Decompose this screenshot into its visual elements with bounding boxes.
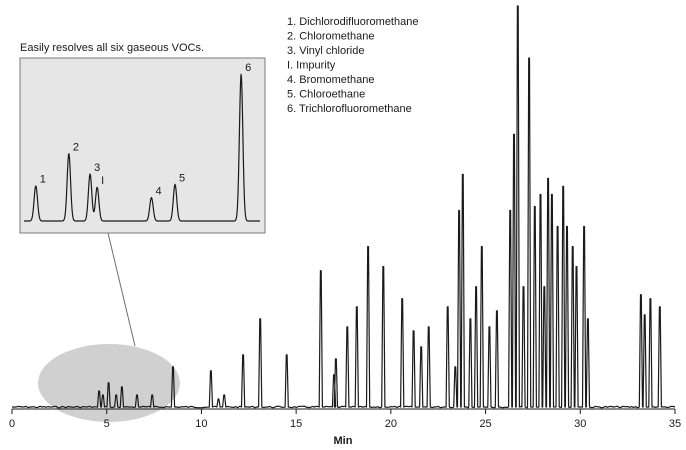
x-axis-ticks: 0 5 10 15 20 25 30 35 [9, 409, 681, 430]
inset-panel: 1 2 3I 4 5 6 [19, 57, 266, 234]
inset-peak-label: 6 [245, 62, 251, 74]
x-axis-title: Min [334, 435, 353, 447]
inset-frame [19, 57, 266, 234]
inset-chromatogram-trace [23, 73, 261, 222]
legend-entry: I. Impurity [287, 60, 336, 72]
x-tick-label: 10 [195, 418, 207, 430]
x-tick-label: 0 [9, 418, 15, 430]
x-tick-label: 5 [104, 418, 110, 430]
legend-entry: 1. Dichlorodifluoromethane [287, 16, 418, 28]
legend-entry: 3. Vinyl chloride [287, 45, 364, 57]
x-tick-label: 35 [669, 418, 681, 430]
x-tick-label: 15 [290, 418, 302, 430]
inset-peak-label: 4 [155, 185, 161, 197]
inset-peak-label: 2 [73, 141, 79, 153]
inset-connector-line [107, 232, 136, 347]
main-chromatogram-trace [12, 5, 676, 409]
x-tick-label: 30 [574, 418, 586, 430]
legend-entry: 6. Trichlorofluoromethane [287, 103, 412, 115]
x-tick-label: 20 [385, 418, 397, 430]
legend-entry: 2. Chloromethane [287, 31, 374, 43]
inset-peak-label: I [101, 175, 104, 187]
inset-peak-label: 1 [40, 174, 46, 186]
x-tick-label: 25 [479, 418, 491, 430]
legend-entry: 4. Bromomethane [287, 74, 374, 86]
legend-entry: 5. Chloroethane [287, 89, 365, 101]
inset-peak-label: 5 [179, 172, 185, 184]
inset-peak-labels: 1 2 3I 4 5 6 [40, 62, 251, 197]
inset-peak-label: 3 [94, 162, 100, 174]
inset-title: Easily resolves all six gaseous VOCs. [20, 42, 204, 54]
legend: 1. Dichlorodifluoromethane 2. Chlorometha… [287, 16, 418, 115]
